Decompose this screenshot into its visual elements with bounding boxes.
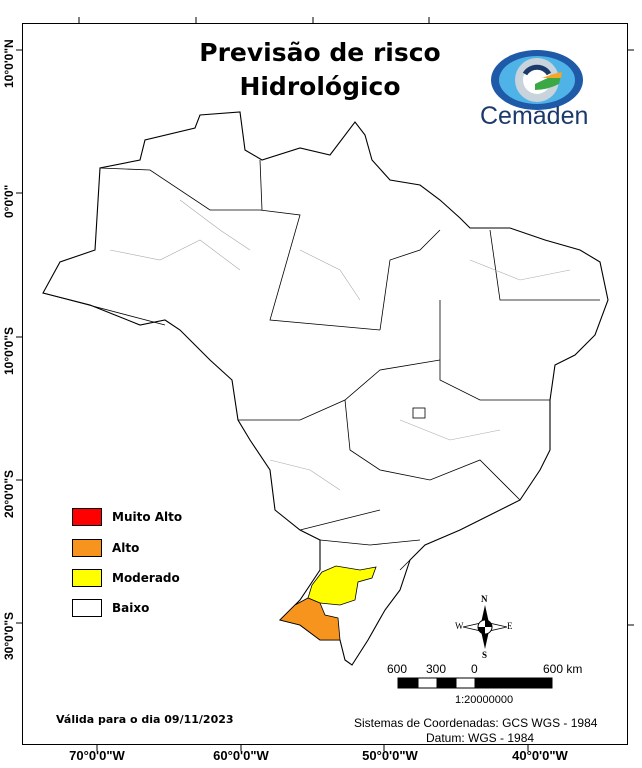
lon-label: 50°0'0"W bbox=[362, 748, 418, 763]
scale-label: 600 km bbox=[543, 662, 583, 676]
scale-ratio: 1:20000000 bbox=[455, 694, 514, 706]
logo-text: Cemaden bbox=[480, 102, 589, 130]
legend-swatch bbox=[72, 508, 102, 526]
lat-label: 0°0'0" bbox=[2, 184, 16, 218]
lon-label: 40°0'0"W bbox=[512, 748, 568, 763]
legend-label: Baixo bbox=[112, 601, 150, 615]
lat-label: 30°0'0"S bbox=[2, 611, 16, 660]
cemaden-logo bbox=[491, 50, 583, 110]
scale-label: 0 bbox=[471, 662, 478, 676]
lon-label: 70°0'0"W bbox=[69, 748, 125, 763]
legend-item-alto: Alto bbox=[72, 539, 139, 557]
coordinate-system: Sistemas de Coordenadas: GCS WGS - 1984 bbox=[354, 716, 598, 730]
region-alto bbox=[279, 597, 341, 641]
legend-label: Moderado bbox=[112, 571, 180, 585]
legend-swatch bbox=[72, 569, 102, 587]
compass-w: W bbox=[455, 621, 464, 631]
legend-item-moderado: Moderado bbox=[72, 569, 180, 587]
compass-s: S bbox=[482, 650, 488, 660]
legend-swatch bbox=[72, 599, 102, 617]
map-frame bbox=[22, 23, 628, 745]
brazil-outline bbox=[42, 111, 609, 666]
region-moderado bbox=[307, 565, 377, 606]
scale-label: 600 bbox=[387, 662, 408, 676]
legend-label: Alto bbox=[112, 541, 140, 555]
validity-date: Válida para o dia 09/11/2023 bbox=[56, 713, 234, 726]
scale-label: 300 bbox=[426, 662, 447, 676]
legend-swatch bbox=[72, 539, 102, 557]
datum: Datum: WGS - 1984 bbox=[426, 731, 535, 745]
legend-item-muito-alto: Muito Alto bbox=[72, 508, 182, 526]
lat-label: 10°0'0"S bbox=[2, 326, 16, 375]
lat-label: 10°0'0"N bbox=[2, 39, 16, 88]
legend-label: Muito Alto bbox=[112, 510, 183, 524]
compass-n: N bbox=[481, 594, 488, 604]
compass-e: E bbox=[507, 621, 513, 631]
title-line-2: Hidrológico bbox=[239, 72, 401, 101]
legend-item-baixo: Baixo bbox=[72, 599, 149, 617]
state-borders bbox=[42, 159, 600, 571]
title-line-1: Previsão de risco bbox=[199, 38, 441, 67]
compass-rose bbox=[462, 605, 508, 649]
lon-label: 60°0'0"W bbox=[213, 748, 269, 763]
region-borders bbox=[109, 199, 571, 491]
map-title: Previsão de risco Hidrológico bbox=[150, 36, 490, 104]
lat-label: 20°0'0"S bbox=[2, 469, 16, 518]
scale-bar bbox=[397, 677, 553, 689]
